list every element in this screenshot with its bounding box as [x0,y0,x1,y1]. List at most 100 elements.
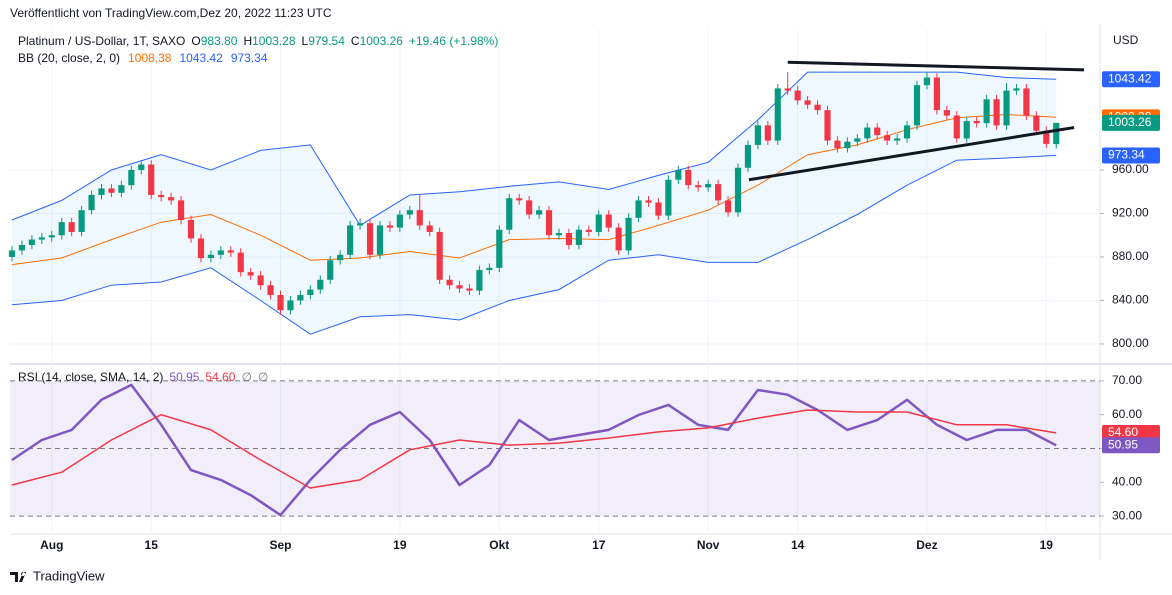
price-badge-label: 973.34 [1108,148,1145,162]
candle-body [585,229,592,232]
candle-body [118,185,125,193]
candle-body [874,127,881,136]
candle-body [536,210,543,215]
candle-body [88,194,95,211]
y-tick-label: 30.00 [1112,508,1142,522]
y-tick-label: 960.00 [1112,162,1149,176]
legend-field-label: O [191,34,200,48]
x-tick-label: 17 [592,538,606,552]
candle-body [903,125,911,139]
candle-body [247,272,254,276]
legend-field-value: 983.80 [201,34,238,48]
legend-title: Platinum / US-Dollar, 1T, SAXO [18,34,185,48]
candle-body [8,250,16,257]
candle-body [267,285,274,296]
candle-body [545,210,553,236]
candle-body [804,100,811,105]
candle-body [416,210,423,226]
candle-body [744,144,752,168]
candle-body [854,138,861,142]
price-badge-label: 1043.42 [1108,71,1152,85]
candle-body [28,239,35,245]
rsi-line [11,383,1057,517]
price-badge [1102,437,1160,454]
candle-body [675,169,682,180]
y-tick-label: 800.00 [1112,336,1149,350]
candle-body [376,225,384,255]
candle-body [685,169,692,186]
candle-body [466,288,473,291]
candle-body [834,140,841,149]
x-tick-label: Dez [916,538,937,552]
candle-body [526,200,533,215]
candle-body [426,225,433,232]
x-tick-label: Sep [270,538,292,552]
candle-body [516,198,523,201]
candle-body [615,227,622,251]
candle-body [506,198,513,230]
candle-body [894,138,901,141]
rsi-line [11,409,1057,489]
candle-body [138,164,145,170]
candle-body [347,225,354,255]
candle-body [953,115,960,139]
candle-body [307,289,314,296]
x-tick-label: Nov [697,538,720,552]
candle-body [625,217,632,251]
candle-body [983,99,990,124]
candle-body [605,214,612,228]
price-badge [1102,114,1160,131]
x-tick-label: Aug [40,538,63,552]
candle-body [227,250,234,253]
candle-body [168,197,175,201]
candle-body [824,110,831,141]
candle-body [913,85,921,126]
rsi-legend-extra: ∅ [241,370,251,384]
candle-body [655,202,662,216]
candle-body [128,169,135,186]
candle-body [754,125,761,145]
candle-body [366,223,374,255]
candle-body [784,88,791,91]
y-tick-label: 920.00 [1112,206,1149,220]
candle-body [406,210,413,215]
candle-body [68,222,75,232]
x-tick-label: 14 [791,538,805,552]
rsi-legend-extra: ∅ [258,370,268,384]
y-tick-label: 880.00 [1112,249,1149,263]
legend-line: Platinum / US-Dollar, 1T, SAXO O983.80 H10… [18,34,498,48]
legend-line: BB (20, close, 2, 0) 1008.38 1043.42 973.34 [18,51,268,65]
candle-body [207,254,214,259]
y-tick-label: 40.00 [1112,474,1142,488]
candle-body [695,185,702,188]
candle-body [565,233,573,245]
price-badge [1102,424,1160,441]
legend-change: +19.46 (+1.98%) [409,34,498,48]
candle-body [58,222,65,236]
candle-body [148,164,155,195]
legend-field-label: H [243,34,252,48]
candle-body [98,188,105,195]
candle-body [993,99,1000,126]
legend-line: RSI (14, close, SMA, 14, 2) 50.95 54.60 ∅ ∅ [18,370,268,384]
candle-body [645,200,652,203]
legend-field-value: 979.54 [308,34,345,48]
candle-body [943,110,950,116]
rsi-legend-value: 50.95 [169,370,199,384]
candle-body [386,225,393,228]
trendline [748,126,1075,182]
candle-body [476,270,483,291]
bb-line [11,154,1057,335]
candle-body [764,125,771,141]
price-badge [1102,71,1160,88]
candle-body [396,214,403,228]
candle-body [555,233,563,236]
y-tick-label: 70.00 [1112,373,1142,387]
candle-body [38,237,45,240]
bb-legend-value: 973.34 [231,51,268,65]
candle-body [48,235,55,238]
candle-body [317,279,324,290]
candle-body [923,77,931,86]
